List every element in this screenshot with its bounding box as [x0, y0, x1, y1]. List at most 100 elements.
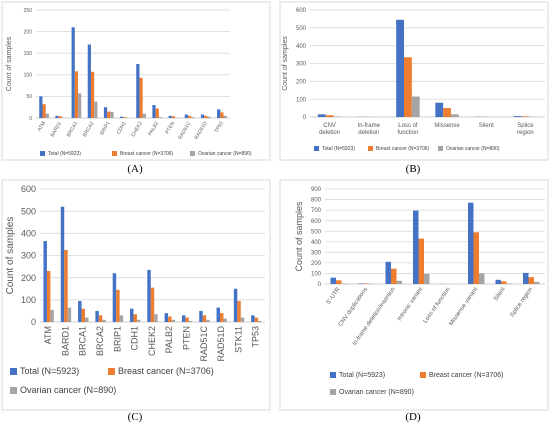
bar-total — [43, 241, 47, 322]
legend-label-total: Total (N=5923) — [339, 372, 385, 379]
legend-swatch-breast — [112, 151, 117, 156]
bar-breast — [418, 238, 424, 284]
bar-ovarian — [102, 319, 106, 322]
bar-total — [385, 261, 391, 284]
y-tick-label: 500 — [311, 229, 322, 235]
bar-total — [495, 279, 501, 284]
bar-ovarian — [50, 309, 54, 322]
y-tick-label: 300 — [296, 62, 307, 68]
y-tick-label: 800 — [311, 198, 322, 204]
bar-ovarian — [223, 318, 227, 322]
chart-panel-b: 0 100 200 300 400 500 600 Count of samples CNV de… — [279, 1, 549, 175]
bar-total — [330, 277, 336, 284]
y-tick-label: 400 — [311, 240, 322, 246]
bar-breast — [237, 300, 241, 322]
y-tick-label: 100 — [296, 97, 307, 103]
bar-total — [468, 202, 474, 284]
bar-total — [120, 116, 124, 118]
bar-total — [199, 310, 203, 322]
bar-breast — [107, 111, 111, 118]
bar-breast — [123, 117, 127, 118]
bar-total — [184, 114, 188, 118]
bar-ovarian — [258, 320, 262, 322]
bar-total — [130, 308, 134, 322]
x-tick-label: BRCA2 — [95, 326, 105, 356]
bar-total — [396, 19, 404, 117]
x-tick-label: Missense — [434, 123, 460, 129]
x-tick-label: Splice region — [517, 123, 534, 136]
y-tick-label: 200 — [24, 29, 33, 35]
y-axis-label: Count of samples — [294, 201, 304, 272]
bar-ovarian — [223, 115, 227, 118]
bar-total — [513, 116, 522, 117]
legend-label-breast: Breast cancer (N=3706) — [376, 146, 430, 152]
bar-total — [78, 300, 82, 322]
bar-total — [435, 102, 444, 117]
bar-breast — [336, 280, 342, 284]
bar-breast — [325, 115, 334, 117]
bar-ovarian — [171, 319, 175, 322]
bar-breast — [363, 283, 369, 284]
bar-total — [103, 107, 108, 118]
y-tick-label: 100 — [24, 73, 33, 79]
bar-breast — [46, 271, 51, 322]
bar-breast — [64, 249, 68, 322]
y-axis-label: Count of samples — [282, 36, 289, 91]
bar-breast — [202, 315, 207, 322]
bar-ovarian — [191, 117, 195, 118]
bar-ovarian — [85, 317, 89, 322]
legend-swatch-total — [314, 146, 319, 151]
y-tick-label: 200 — [21, 273, 36, 283]
bar-total — [523, 272, 529, 284]
bar-total — [152, 105, 156, 118]
y-tick-label: 600 — [21, 184, 36, 194]
bar-total — [358, 283, 364, 284]
bar-breast — [185, 317, 189, 322]
bar-ovarian — [240, 317, 245, 322]
bar-ovarian — [333, 116, 342, 117]
bar-ovarian — [45, 113, 49, 118]
bar-total — [200, 114, 205, 118]
legend-label-total: Total (N=5923) — [322, 146, 355, 152]
panel-caption: (D) — [405, 411, 421, 423]
x-tick-label: TP53 — [214, 120, 225, 134]
y-tick-label: 300 — [311, 250, 322, 256]
bar-total — [60, 206, 65, 322]
bar-ovarian — [110, 111, 114, 118]
bar-breast — [98, 315, 103, 322]
y-tick-label: 0 — [318, 282, 322, 288]
bar-ovarian — [341, 283, 347, 284]
bar-ovarian — [206, 319, 210, 322]
x-tick-label: STK11 — [233, 326, 243, 353]
y-tick-label: 300 — [21, 251, 36, 261]
y-tick-label: 250 — [24, 8, 33, 14]
y-tick-label: 100 — [311, 272, 322, 278]
x-tick-label: BRIP1 — [112, 326, 122, 352]
panel-caption: (C) — [128, 411, 143, 423]
bar-breast — [220, 313, 224, 322]
bar-ovarian — [119, 315, 124, 322]
x-tick-label: Silent — [479, 123, 494, 129]
bar-ovarian — [506, 283, 512, 284]
x-tick-label: ATM — [43, 326, 53, 344]
y-tick-label: 500 — [21, 206, 36, 216]
bar-total — [95, 310, 99, 322]
legend-label-breast: Breast cancer (N=3706) — [120, 151, 174, 157]
y-tick-label: 200 — [296, 79, 307, 85]
legend-swatch-total — [330, 372, 336, 378]
x-tick-label: ATM — [37, 121, 47, 133]
bar-breast — [220, 112, 224, 118]
x-tick-label: BRCA1 — [78, 326, 88, 356]
legend-label-ovarian: Ovarian cancer (N=890) — [446, 146, 500, 152]
bar-breast — [90, 71, 95, 118]
x-tick-label: RAD51C — [199, 326, 209, 362]
bar-breast — [81, 308, 85, 322]
bar-breast — [42, 104, 46, 118]
bar-total — [181, 315, 186, 322]
x-tick-label: RAD51D — [216, 326, 226, 362]
legend-label-breast: Breast cancer (N=3706) — [118, 366, 214, 376]
bar-ovarian — [158, 117, 163, 118]
bar-total — [112, 273, 117, 322]
bar-ovarian — [396, 280, 402, 284]
